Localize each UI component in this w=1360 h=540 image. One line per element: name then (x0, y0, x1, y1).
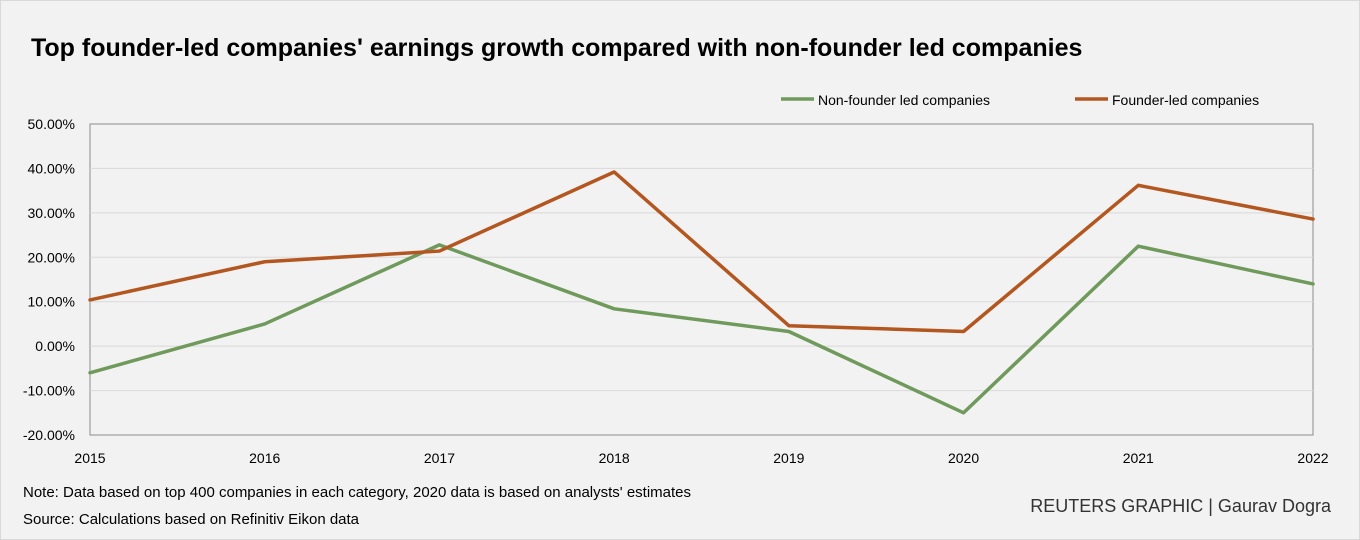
credit-line: REUTERS GRAPHIC | Gaurav Dogra (1030, 496, 1331, 516)
x-tick-label: 2015 (74, 450, 105, 466)
y-tick-label: 10.00% (28, 294, 75, 310)
x-tick-label: 2016 (249, 450, 280, 466)
x-tick-label: 2021 (1123, 450, 1154, 466)
y-tick-label: 50.00% (28, 116, 75, 132)
source-note: Source: Calculations based on Refinitiv … (23, 511, 360, 528)
series-line-non-founder-led (88, 243, 1315, 415)
series-line-founder-led (88, 170, 1315, 334)
footnote: Note: Data based on top 400 companies in… (23, 484, 692, 501)
x-tick-label: 2018 (599, 450, 630, 466)
x-tick-label: 2019 (773, 450, 804, 466)
x-tick-label: 2017 (424, 450, 455, 466)
y-tick-label: 30.00% (28, 205, 75, 221)
legend-label: Non-founder led companies (818, 92, 990, 108)
y-tick-label: -10.00% (23, 383, 75, 399)
y-tick-label: 40.00% (28, 160, 75, 176)
x-tick-label: 2022 (1297, 450, 1328, 466)
y-tick-label: 20.00% (28, 249, 75, 265)
y-tick-label: -20.00% (23, 427, 75, 443)
legend-label: Founder-led companies (1112, 92, 1259, 108)
y-tick-label: 0.00% (35, 338, 75, 354)
x-tick-label: 2020 (948, 450, 979, 466)
plot-area (89, 123, 1314, 436)
chart-title: Top founder-led companies' earnings grow… (31, 34, 1083, 62)
